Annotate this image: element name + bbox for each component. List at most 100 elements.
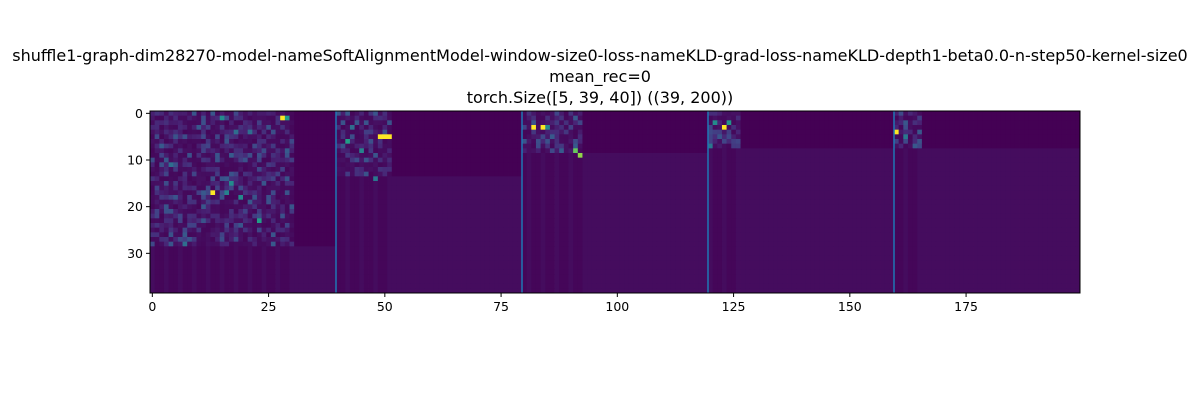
heatmap-cell xyxy=(954,111,960,117)
heatmap-cell xyxy=(991,171,997,177)
heatmap-cell xyxy=(782,171,788,177)
heatmap-cell xyxy=(563,171,569,177)
heatmap-cell xyxy=(796,204,802,210)
heatmap-cell xyxy=(745,195,751,201)
heatmap-cell xyxy=(559,167,565,173)
heatmap-cell xyxy=(484,125,490,131)
heatmap-cell xyxy=(1070,153,1076,159)
heatmap-cell xyxy=(591,167,597,173)
heatmap-cell xyxy=(317,157,323,163)
heatmap-cell xyxy=(782,125,788,131)
heatmap-cell xyxy=(675,134,681,140)
heatmap-cell xyxy=(731,204,737,210)
heatmap-cell xyxy=(215,204,221,210)
heatmap-cell xyxy=(1047,204,1053,210)
heatmap-cell xyxy=(475,218,481,224)
heatmap-cell xyxy=(424,167,430,173)
heatmap-cell xyxy=(1028,213,1034,219)
heatmap-cell xyxy=(368,143,374,149)
heatmap-cell xyxy=(233,134,239,140)
heatmap-cell xyxy=(177,171,183,177)
heatmap-cell xyxy=(368,181,374,187)
heatmap-cell xyxy=(973,129,979,135)
heatmap-cell xyxy=(847,111,853,117)
heatmap-cell xyxy=(824,176,830,182)
heatmap-cell xyxy=(814,125,820,131)
heatmap-cell xyxy=(824,204,830,210)
heatmap-cell xyxy=(777,199,783,205)
heatmap-cell xyxy=(796,195,802,201)
heatmap-cell xyxy=(349,171,355,177)
heatmap-cell xyxy=(322,204,328,210)
heatmap-cell xyxy=(731,153,737,159)
heatmap-cell xyxy=(912,195,918,201)
heatmap-cell xyxy=(661,171,667,177)
heatmap-cell xyxy=(931,162,937,168)
heatmap-cell xyxy=(340,162,346,168)
heatmap-cell xyxy=(261,134,267,140)
heatmap-cell xyxy=(661,223,667,229)
heatmap-cell xyxy=(852,223,858,229)
heatmap-cell xyxy=(814,162,820,168)
heatmap-cell xyxy=(931,223,937,229)
heatmap-cell xyxy=(1028,125,1034,131)
heatmap-cell xyxy=(247,139,253,145)
heatmap-cell xyxy=(401,139,407,145)
heatmap-cell xyxy=(377,195,383,201)
heatmap-cell xyxy=(582,213,588,219)
heatmap-cell xyxy=(340,176,346,182)
heatmap-cell xyxy=(522,204,528,210)
heatmap-cell xyxy=(610,157,616,163)
heatmap-cell xyxy=(973,167,979,173)
heatmap-cell xyxy=(340,120,346,126)
heatmap-cell xyxy=(801,139,807,145)
heatmap-cell xyxy=(177,139,183,145)
heatmap-cell xyxy=(461,153,467,159)
heatmap-cell xyxy=(494,115,500,121)
heatmap-cell xyxy=(205,223,211,229)
heatmap-cell xyxy=(814,204,820,210)
heatmap-cell xyxy=(270,162,276,168)
heatmap-cell xyxy=(680,120,686,126)
heatmap-cell xyxy=(168,204,174,210)
heatmap-cell xyxy=(619,195,625,201)
heatmap-cell xyxy=(973,171,979,177)
heatmap-cell xyxy=(447,129,453,135)
heatmap-cell xyxy=(238,181,244,187)
heatmap-cell xyxy=(433,171,439,177)
heatmap-cell xyxy=(721,148,727,154)
heatmap-cell xyxy=(759,190,765,196)
heatmap-cell xyxy=(866,171,872,177)
heatmap-cell xyxy=(935,125,941,131)
heatmap-cell xyxy=(880,181,886,187)
heatmap-cell xyxy=(373,153,379,159)
heatmap-cell xyxy=(522,157,528,163)
heatmap-cell xyxy=(322,185,328,191)
heatmap-cell xyxy=(796,162,802,168)
heatmap-cell xyxy=(280,111,286,117)
heatmap-cell xyxy=(721,125,727,131)
heatmap-cell xyxy=(680,185,686,191)
heatmap-cell xyxy=(777,157,783,163)
heatmap-cell xyxy=(396,167,402,173)
heatmap-cell xyxy=(754,171,760,177)
heatmap-cell xyxy=(442,115,448,121)
heatmap-cell xyxy=(549,111,555,117)
heatmap-cell xyxy=(842,213,848,219)
heatmap-cell xyxy=(294,153,300,159)
heatmap-cell xyxy=(814,157,820,163)
heatmap-cell xyxy=(480,171,486,177)
heatmap-cell xyxy=(852,162,858,168)
heatmap-cell xyxy=(410,199,416,205)
heatmap-cell xyxy=(182,176,188,182)
heatmap-cell xyxy=(554,195,560,201)
heatmap-cell xyxy=(791,129,797,135)
heatmap-cell xyxy=(805,195,811,201)
heatmap-cell xyxy=(270,125,276,131)
heatmap-cell xyxy=(601,129,607,135)
heatmap-cell xyxy=(987,223,993,229)
heatmap-cell xyxy=(568,153,574,159)
heatmap-cell xyxy=(670,148,676,154)
heatmap-cell xyxy=(866,134,872,140)
heatmap-cell xyxy=(661,139,667,145)
